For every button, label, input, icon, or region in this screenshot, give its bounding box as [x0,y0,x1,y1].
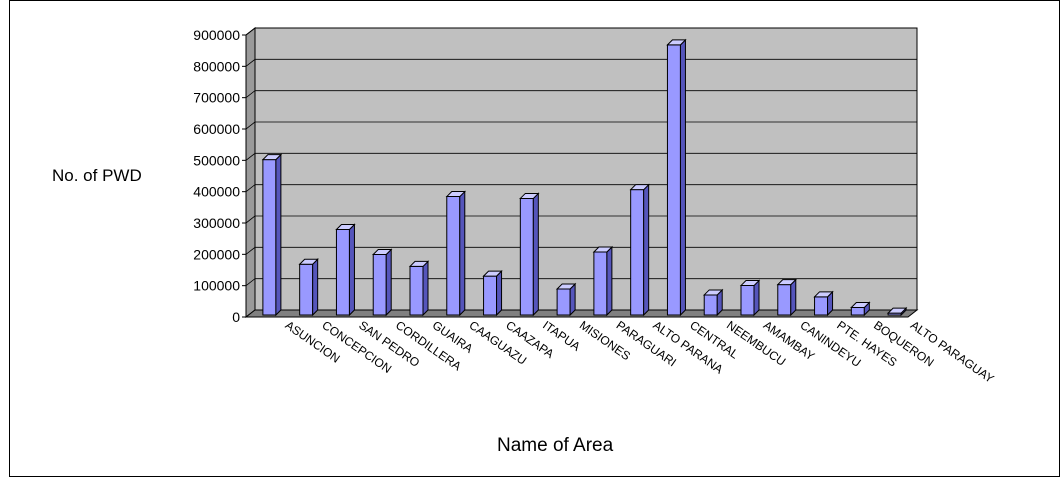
plot-back-wall [254,27,918,311]
gridline-side [245,153,256,161]
bar-top [298,258,319,265]
bar-top [445,191,466,198]
bar [814,296,829,316]
bar [703,294,718,316]
bar-top [555,283,577,290]
y-tick-label: 400000 [193,184,240,200]
bar-side [606,245,613,317]
bar [556,288,571,316]
bar [446,196,461,316]
bar-side [532,192,539,317]
bar [666,44,681,316]
bar-side [312,258,319,317]
bar-side [275,153,282,317]
bar-top [482,270,503,277]
x-axis-title: Name of Area [497,435,614,456]
bar-side [422,260,429,317]
side-wall [245,26,256,319]
bar-top [372,249,393,256]
gridline-side [245,59,256,67]
bar-top [776,279,797,286]
bar [483,275,498,316]
bar-top [666,39,687,46]
bar-top [335,223,356,230]
bar [262,159,277,316]
y-tick-label: 500000 [193,152,240,168]
gridline-side [245,215,256,224]
bar [850,306,865,316]
bar-side [459,190,466,317]
y-tick-label: 600000 [193,121,240,137]
bar [335,228,350,316]
bar-top [739,280,761,287]
bar [299,263,314,316]
bar-top [813,291,834,298]
y-tick-label: 100000 [193,278,240,294]
bar-top [261,154,283,161]
bar-side [790,278,797,317]
bar [740,285,755,316]
bar-top [703,289,724,296]
bar-top [629,184,650,191]
bar-side [348,223,355,317]
bar-top [850,301,871,308]
bar-top [519,192,540,199]
bar-side [753,279,760,317]
y-tick-label: 0 [232,309,240,325]
bar-side [643,183,650,317]
bar [593,251,608,316]
gridline-side [245,247,256,255]
gridline-side [245,121,256,130]
bar-top [408,260,430,267]
bar-side [679,38,686,317]
bar-top [886,307,908,314]
gridline-side [245,278,256,286]
y-tick-label: 200000 [193,246,240,262]
bar-side [496,269,503,317]
y-axis-title: No. of PWD [52,166,142,185]
gridline-side [245,90,256,98]
bar [372,254,387,316]
y-tick-label: 800000 [193,58,240,74]
y-tick-label: 900000 [193,27,240,43]
bar [519,197,534,316]
bar [777,284,792,316]
bar [409,265,424,316]
y-tick-label: 700000 [193,90,240,106]
bar-top [592,246,614,253]
y-tick-label: 300000 [193,215,240,231]
bar [630,189,645,316]
bar-side [385,248,392,317]
gridline-side [245,184,256,192]
gridline-side [245,27,256,36]
